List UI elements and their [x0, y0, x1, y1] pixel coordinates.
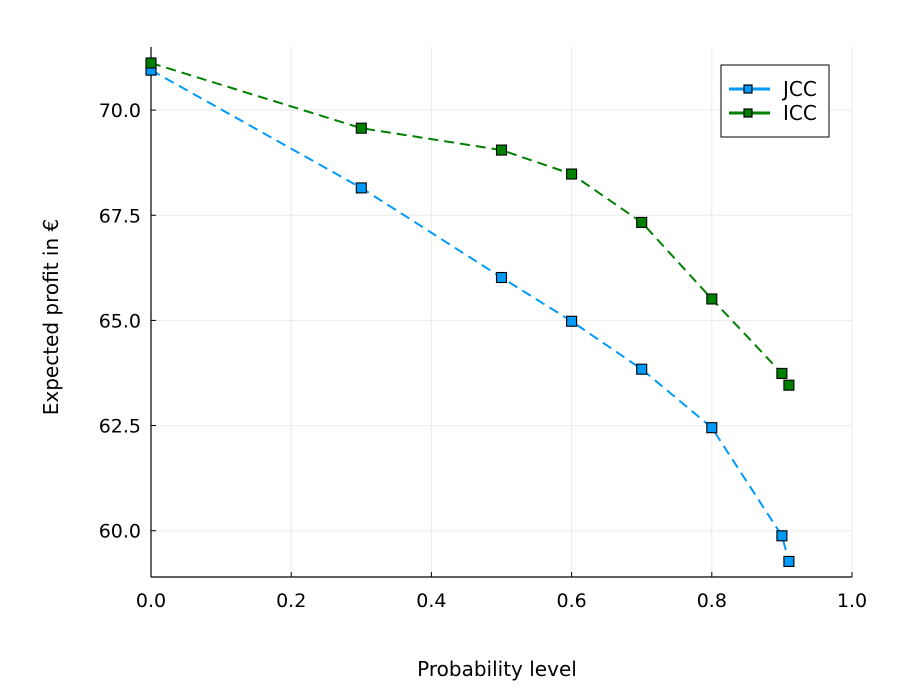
data-point-jcc	[495, 271, 508, 284]
series-layer	[145, 57, 795, 567]
x-tick-label: 0.2	[276, 590, 306, 612]
x-tick-label: 0.4	[416, 590, 446, 612]
legend-box	[720, 64, 830, 138]
legend-item-jcc: JCC	[729, 77, 817, 101]
x-tick-label: 0.8	[697, 590, 727, 612]
legend-label: ICC	[783, 101, 817, 125]
x-tick-label: 0.0	[136, 590, 166, 612]
data-point-icc	[636, 216, 648, 228]
x-tick-label: 0.6	[556, 590, 586, 612]
series-line-icc	[150, 62, 790, 386]
y-tick-label: 65.0	[99, 310, 141, 332]
y-tick-label: 60.0	[99, 521, 141, 543]
legend-item-icc: ICC	[729, 101, 817, 125]
series-icc	[145, 57, 795, 391]
grid-lines	[150, 47, 853, 577]
data-point-jcc	[355, 182, 367, 194]
data-point-icc	[495, 144, 508, 156]
data-point-jcc	[776, 530, 788, 542]
y-ticks: 60.0 62.5 65.0 67.5 70.0	[99, 100, 156, 543]
data-point-icc	[783, 379, 795, 391]
legend-swatch-marker	[743, 84, 753, 94]
legend-swatch-marker	[743, 108, 753, 118]
series-line-jcc	[150, 69, 790, 562]
data-point-icc	[145, 57, 157, 69]
x-tick-label: 1.0	[837, 590, 867, 612]
y-tick-label: 70.0	[99, 100, 141, 122]
legend-label: JCC	[781, 77, 817, 101]
data-point-jcc	[566, 315, 578, 327]
data-point-jcc	[706, 422, 718, 434]
data-point-icc	[355, 122, 367, 134]
axes	[150, 47, 852, 578]
data-point-jcc	[636, 363, 648, 375]
y-tick-label: 62.5	[99, 416, 141, 438]
x-axis-label: Probability level	[417, 657, 577, 681]
data-point-icc	[776, 367, 788, 379]
y-tick-label: 67.5	[99, 205, 141, 227]
data-point-icc	[706, 293, 718, 305]
data-point-icc	[566, 168, 578, 180]
data-point-jcc	[783, 555, 795, 567]
series-jcc	[145, 64, 795, 567]
y-axis-label: Expected profit in €	[39, 219, 63, 416]
x-ticks: 0.0 0.2 0.4 0.6 0.8 1.0	[136, 572, 867, 612]
